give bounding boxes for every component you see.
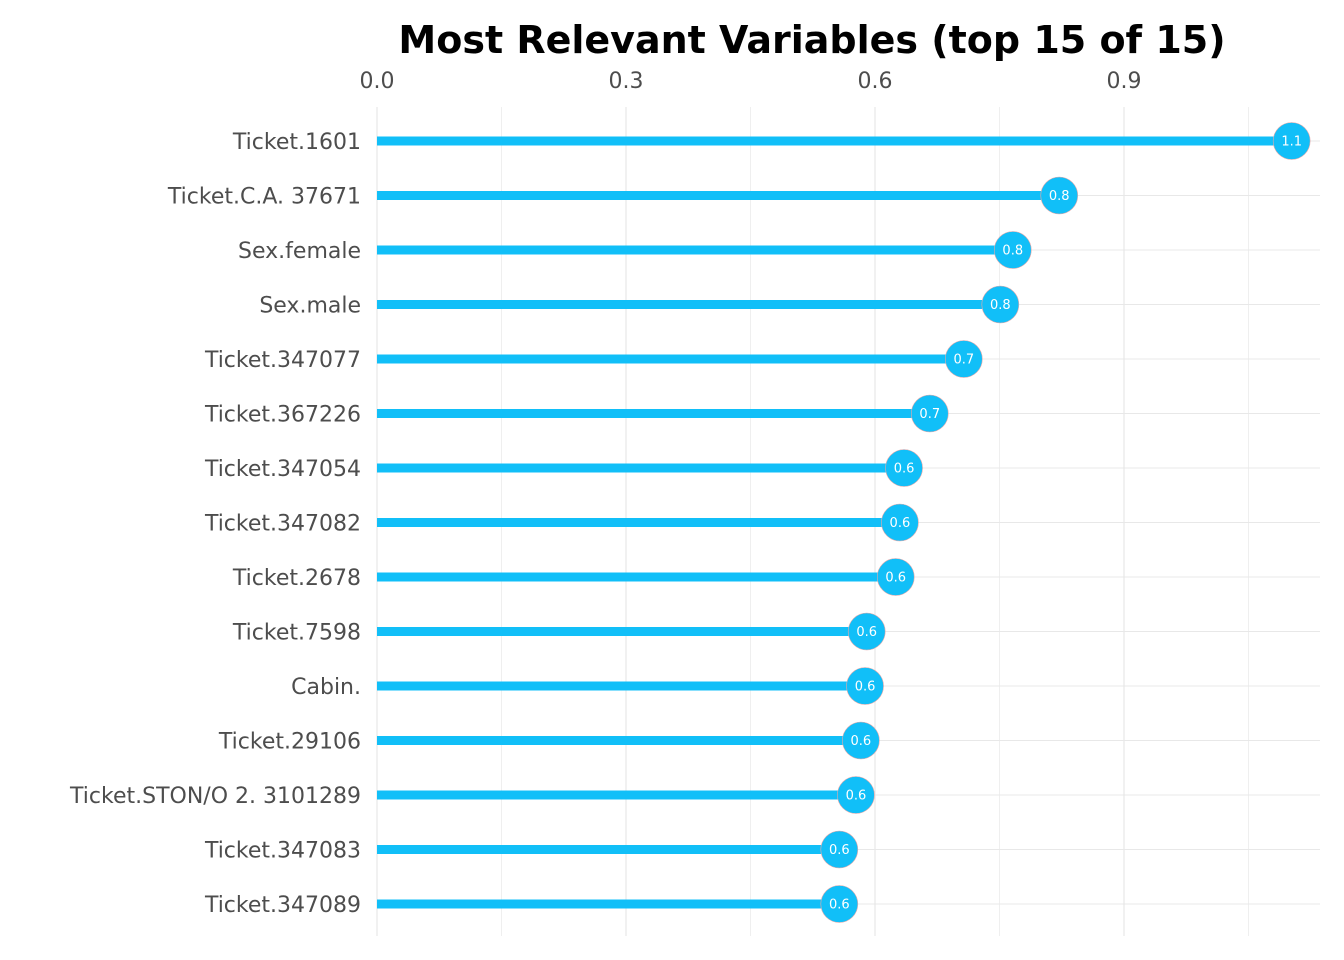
chart-title: Most Relevant Variables (top 15 of 15) bbox=[398, 18, 1225, 62]
y-tick-label: Ticket.1601 bbox=[232, 130, 361, 155]
data-label: 1.1 bbox=[1281, 135, 1302, 150]
lollipops: 1.1 0.8 0.8 0.8 0.7 0.7 0.6 0.6 0.6 0.6 0.6 0.6 0.6 0… bbox=[377, 122, 1311, 923]
lollipop-dot bbox=[842, 721, 880, 760]
data-label: 0.6 bbox=[885, 571, 906, 586]
data-label: 0.7 bbox=[953, 353, 974, 368]
y-tick-label: Sex.male bbox=[259, 294, 361, 319]
y-tick-label: Ticket.347077 bbox=[204, 348, 361, 373]
lollipop-dot bbox=[981, 285, 1020, 324]
lollipop-dot bbox=[837, 776, 875, 814]
x-axis: 0.0 0.3 0.6 0.9 bbox=[360, 69, 1142, 94]
data-label: 0.7 bbox=[919, 407, 940, 422]
y-tick-label: Ticket.C.A. 37671 bbox=[167, 185, 361, 210]
y-tick-label: Ticket.2678 bbox=[232, 566, 361, 591]
lollipop-dot bbox=[945, 340, 983, 378]
lollipop-dot bbox=[820, 885, 859, 923]
y-tick-label: Ticket.7598 bbox=[232, 621, 361, 646]
data-label: 0.8 bbox=[1002, 244, 1023, 259]
lollipop-dot bbox=[885, 449, 923, 487]
y-axis: Ticket.1601 Ticket.C.A. 37671 Sex.female Se… bbox=[69, 130, 361, 918]
data-label: 0.6 bbox=[855, 680, 876, 695]
y-tick-label: Ticket.347082 bbox=[204, 512, 361, 537]
y-tick-label: Ticket.367226 bbox=[204, 403, 361, 428]
lollipop-dot bbox=[820, 830, 859, 869]
data-label: 0.8 bbox=[1049, 189, 1070, 204]
y-tick-label: Cabin. bbox=[291, 675, 361, 700]
lollipop-dot bbox=[881, 503, 919, 542]
y-tick-label: Sex.female bbox=[238, 239, 361, 264]
y-tick-label: Ticket.29106 bbox=[218, 730, 361, 755]
x-tick-label: 0.9 bbox=[1107, 69, 1142, 94]
y-tick-label: Ticket.347054 bbox=[204, 457, 361, 482]
lollipop-dot bbox=[993, 231, 1032, 269]
data-label: 0.6 bbox=[894, 462, 915, 477]
data-label: 0.6 bbox=[829, 843, 850, 858]
lollipop-dot bbox=[1272, 122, 1311, 160]
y-tick-label: Ticket.347083 bbox=[204, 839, 361, 864]
data-label: 0.8 bbox=[990, 298, 1011, 313]
lollipop-dot bbox=[876, 558, 915, 596]
x-tick-label: 0.3 bbox=[609, 69, 644, 94]
x-tick-label: 0.0 bbox=[360, 69, 395, 94]
data-label: 0.6 bbox=[829, 898, 850, 913]
y-tick-label: Ticket.347089 bbox=[204, 893, 361, 918]
lollipop-dot bbox=[1040, 176, 1079, 215]
lollipop-dot bbox=[846, 667, 884, 705]
data-label: 0.6 bbox=[856, 625, 877, 640]
y-tick-label: Ticket.STON/O 2. 3101289 bbox=[69, 784, 361, 809]
x-tick-label: 0.6 bbox=[858, 69, 893, 94]
data-label: 0.6 bbox=[846, 789, 867, 804]
data-label: 0.6 bbox=[890, 516, 911, 531]
lollipop-dot bbox=[847, 612, 886, 651]
lollipop-dot bbox=[910, 394, 949, 433]
data-label: 0.6 bbox=[851, 734, 872, 749]
